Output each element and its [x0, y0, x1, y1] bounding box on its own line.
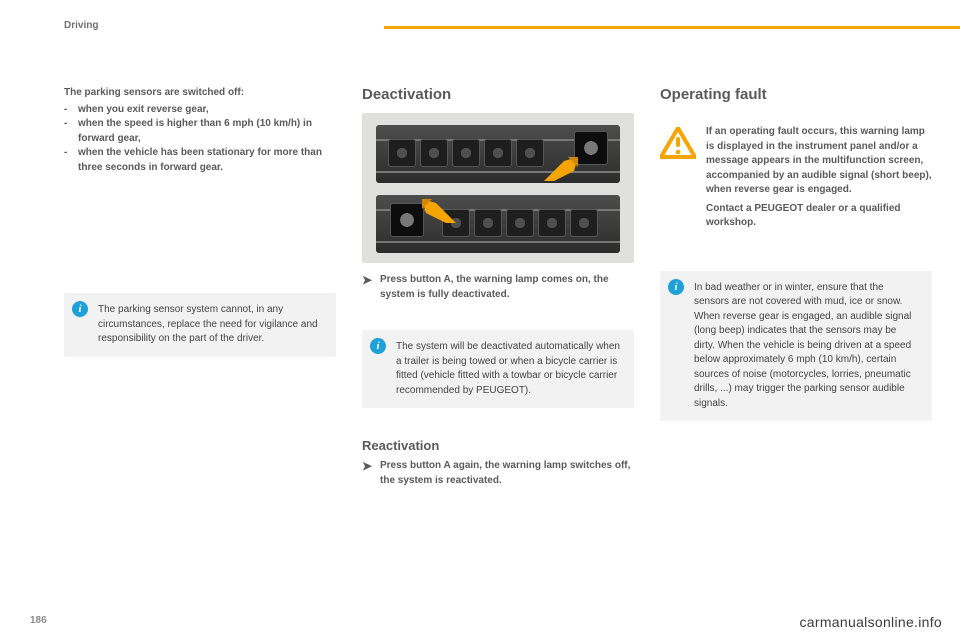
warning-block: If an operating fault occurs, this warni…: [660, 125, 932, 231]
info-text-1: The parking sensor system cannot, in any…: [98, 304, 318, 344]
warning-triangle-icon: [660, 127, 696, 159]
watermark: carmanualsonline.info: [800, 614, 943, 630]
caption-text: Press button A, the warning lamp comes o…: [380, 273, 634, 302]
pointer-icon: ➤: [362, 273, 380, 302]
info-icon: i: [370, 338, 386, 354]
button-a-lower: [390, 203, 424, 237]
column-right: Operating fault If an operating fault oc…: [660, 86, 932, 421]
deactivation-caption: ➤ Press button A, the warning lamp comes…: [362, 273, 634, 302]
info-text-2: The system will be deactivated automatic…: [396, 341, 620, 396]
pointer-icon: ➤: [362, 459, 380, 488]
dashboard-row-lower: [376, 195, 620, 253]
manual-page: Driving 186 carmanualsonline.info The pa…: [0, 0, 960, 640]
accent-rule: [384, 26, 960, 29]
info-icon: i: [72, 301, 88, 317]
page-number: 186: [30, 615, 47, 626]
section-label: Driving: [64, 20, 98, 31]
info-text-3: In bad weather or in winter, ensure that…: [694, 282, 911, 409]
column-left: The parking sensors are switched off: -w…: [64, 86, 336, 357]
button-a-upper: [574, 131, 608, 165]
column-middle: Deactivation: [362, 86, 634, 488]
info-icon: i: [668, 279, 684, 295]
reactivation-heading: Reactivation: [362, 438, 634, 453]
bullet-3: when the vehicle has been stationary for…: [78, 146, 336, 175]
deactivation-conditions: The parking sensors are switched off: -w…: [64, 86, 336, 175]
warning-text-2: Contact a PEUGEOT dealer or a qualified …: [706, 202, 932, 231]
operating-fault-heading: Operating fault: [660, 86, 932, 103]
bullet-1: when you exit reverse gear,: [78, 103, 209, 118]
info-box-auto-deactivate: i The system will be deactivated automat…: [362, 330, 634, 408]
deactivation-heading: Deactivation: [362, 86, 634, 103]
arrow-icon: [544, 157, 578, 181]
intro-line: The parking sensors are switched off:: [64, 86, 336, 101]
reactivation-caption: ➤ Press button A again, the warning lamp…: [362, 459, 634, 488]
reactivation-text: Press button A again, the warning lamp s…: [380, 459, 634, 488]
info-box-driver-responsibility: i The parking sensor system cannot, in a…: [64, 293, 336, 357]
arrow-icon: [422, 199, 456, 223]
dashboard-row-upper: [376, 125, 620, 183]
bullet-2: when the speed is higher than 6 mph (10 …: [78, 117, 336, 146]
warning-text-1: If an operating fault occurs, this warni…: [706, 125, 932, 198]
info-box-weather: i In bad weather or in winter, ensure th…: [660, 271, 932, 422]
dashboard-figure: [362, 113, 634, 263]
